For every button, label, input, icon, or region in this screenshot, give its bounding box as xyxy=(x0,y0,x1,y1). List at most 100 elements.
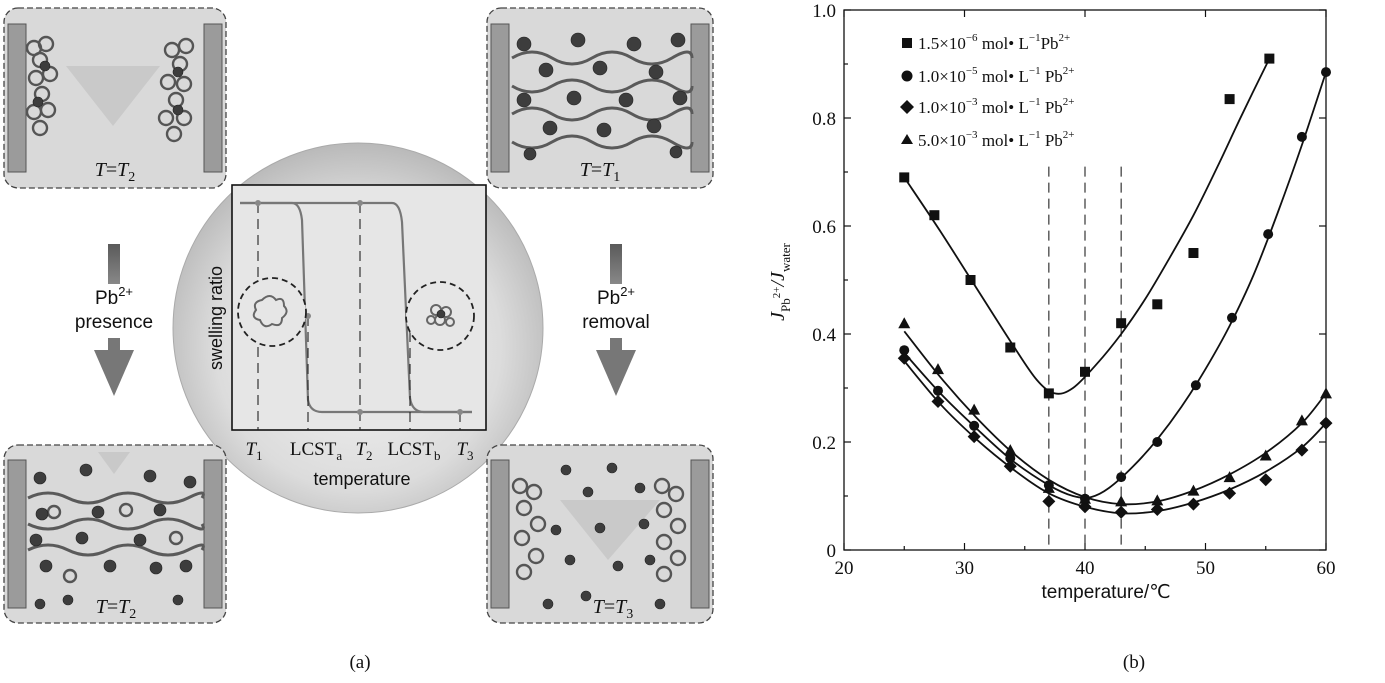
data-point-triangle xyxy=(1320,387,1332,399)
data-point-circle xyxy=(1296,131,1307,142)
data-point-square xyxy=(1224,94,1235,105)
legend-item: 1.0×10−3 mol• L−1 Pb2+ xyxy=(900,96,1075,117)
x-tick-label: 50 xyxy=(1196,558,1215,579)
inset-point xyxy=(457,409,463,415)
data-point-diamond xyxy=(1223,486,1237,500)
arrow-right-word: removal xyxy=(582,312,650,333)
state-box-top-left xyxy=(3,7,227,189)
y-tick-label: 1.0 xyxy=(812,1,836,22)
data-point-triangle xyxy=(968,403,981,415)
data-point-triangle xyxy=(1115,495,1128,507)
data-point-diamond xyxy=(1114,505,1128,519)
data-point-triangle xyxy=(1223,471,1236,483)
data-point-circle xyxy=(1152,437,1163,447)
caption-bottom-right: T=T3 xyxy=(593,596,634,622)
legend-marker-square xyxy=(902,38,912,48)
legend-text: 1.5×10−6 mol• L−1Pb2+ xyxy=(918,32,1070,53)
y-tick-label: 0.6 xyxy=(812,217,836,238)
legend-marker-triangle xyxy=(901,134,913,144)
panel-a: swelling ratio T1 LCSTa T2 LCSTb T3 temp… xyxy=(3,7,714,673)
caption-top-left: T=T2 xyxy=(95,159,136,185)
legend-marker-diamond xyxy=(900,100,914,114)
legend-text: 1.0×10−3 mol• L−1 Pb2+ xyxy=(918,96,1075,117)
data-point-circle xyxy=(1321,67,1331,78)
x-tick-label: 30 xyxy=(955,558,974,579)
data-point-diamond xyxy=(1186,497,1200,511)
data-point-triangle xyxy=(1079,492,1091,504)
inset-tick-labels: T1 LCSTa T2 LCSTb T3 xyxy=(245,439,473,463)
inset-curves xyxy=(237,200,475,430)
data-point-square xyxy=(899,172,910,183)
y-tick-label: 0 xyxy=(827,541,837,562)
data-point-square xyxy=(1152,299,1163,310)
chart-ylabel: JPb2+/Jwater xyxy=(767,243,793,321)
inset-swollen-callout xyxy=(237,277,307,347)
data-point-triangle xyxy=(931,363,944,375)
legend-text: 1.0×10−5 mol• L−1 Pb2+ xyxy=(918,65,1075,86)
data-point-diamond xyxy=(1150,503,1164,516)
arrow-left-word: presence xyxy=(75,312,153,333)
arrow-left-ion: Pb2+ xyxy=(95,284,133,309)
data-point-circle xyxy=(1263,229,1274,240)
chart-layer: 20 30 40 50 60 0 0.2 0.4 0.6 0.8 1.0 xyxy=(812,1,1335,579)
data-point-square xyxy=(1080,366,1090,377)
data-point-triangle xyxy=(898,317,911,329)
data-point-triangle xyxy=(1042,481,1055,493)
x-tick-label: 40 xyxy=(1076,558,1095,579)
data-point-circle xyxy=(969,420,980,431)
data-point-circle xyxy=(1227,312,1238,323)
panel-a-label: (a) xyxy=(349,652,370,673)
state-box-bottom-left xyxy=(3,444,227,624)
legend-item: 5.0×10−3 mol• L−1 Pb2+ xyxy=(901,129,1075,150)
legend-text: 5.0×10−3 mol• L−1 Pb2+ xyxy=(918,129,1075,150)
y-tick-label: 0.8 xyxy=(812,109,836,130)
data-point-square xyxy=(1116,318,1127,329)
inset-tick-t3: T3 xyxy=(456,439,473,463)
data-point-diamond xyxy=(1319,416,1333,430)
inset-tick-lcstb: LCSTb xyxy=(388,439,441,463)
panel-b-label: (b) xyxy=(1123,652,1145,673)
data-point-circle xyxy=(899,345,910,356)
y-tick-label: 0.2 xyxy=(812,433,836,454)
data-point-diamond xyxy=(967,430,981,444)
inset-point xyxy=(357,200,363,206)
chart-xlabel: temperature/℃ xyxy=(1041,582,1170,603)
data-point-square xyxy=(1188,248,1199,258)
inset-tick-t1: T1 xyxy=(245,439,262,463)
inset-point xyxy=(255,200,261,206)
inset-xlabel: temperature xyxy=(313,469,410,489)
x-tick-label: 60 xyxy=(1317,558,1336,579)
data-point-diamond xyxy=(897,351,911,365)
inset-point xyxy=(357,409,363,415)
data-point-square xyxy=(1264,53,1275,64)
data-point-triangle xyxy=(1259,449,1272,461)
caption-bottom-left: T=T2 xyxy=(96,596,137,622)
data-point-triangle xyxy=(1151,494,1164,506)
legend-item: 1.5×10−6 mol• L−1Pb2+ xyxy=(902,32,1070,53)
data-point-circle xyxy=(1116,472,1127,483)
data-point-square xyxy=(965,275,976,285)
data-point-diamond xyxy=(1259,473,1273,487)
caption-top-right: T=T1 xyxy=(580,159,621,185)
chart-legend: 1.5×10−6 mol• L−1Pb2+ 1.0×10−5 mol• L−1 … xyxy=(900,32,1075,150)
data-point-circle xyxy=(1190,380,1201,391)
arrow-right-ion: Pb2+ xyxy=(597,284,635,309)
legend-item: 1.0×10−5 mol• L−1 Pb2+ xyxy=(901,65,1075,86)
fit-curve-diamond xyxy=(903,360,1327,515)
state-box-bottom-right xyxy=(486,444,714,624)
data-point-square xyxy=(1005,342,1016,353)
inset-ylabel: swelling ratio xyxy=(206,266,226,370)
shrunk-coil-icon xyxy=(426,304,455,327)
data-point-triangle xyxy=(1187,484,1200,496)
data-point-square xyxy=(929,210,940,221)
down-arrow-right-icon xyxy=(596,244,636,396)
inset-tick-lcsta: LCSTa xyxy=(290,439,342,463)
data-point-circle xyxy=(932,385,943,396)
down-arrow-left-icon xyxy=(94,244,134,396)
fit-curve-square xyxy=(903,58,1271,395)
y-tick-label: 0.4 xyxy=(812,325,836,346)
fit-curve-circle xyxy=(903,71,1327,499)
